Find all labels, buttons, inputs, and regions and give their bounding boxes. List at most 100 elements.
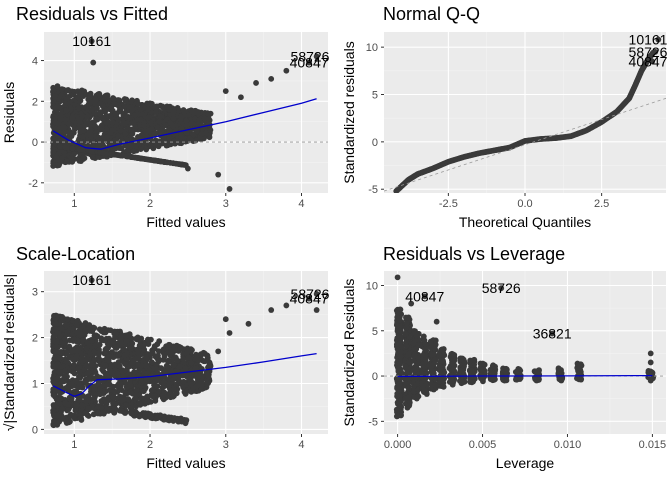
data-point — [422, 356, 429, 363]
data-point — [467, 379, 474, 385]
data-point — [52, 355, 59, 362]
data-point — [419, 361, 426, 368]
data-point — [52, 387, 59, 394]
data-point — [203, 369, 210, 376]
chart-title: Scale-Location — [16, 244, 135, 264]
data-point — [82, 327, 89, 334]
data-point — [449, 353, 456, 360]
data-point — [457, 356, 464, 363]
data-point — [92, 96, 99, 103]
data-point — [54, 375, 61, 382]
data-point — [137, 106, 144, 113]
data-point — [92, 369, 99, 376]
data-point — [158, 365, 165, 372]
data-point — [121, 352, 128, 359]
chart-title: Residuals vs Leverage — [383, 244, 565, 264]
data-point — [397, 353, 404, 360]
data-point — [171, 109, 177, 115]
data-point — [164, 159, 171, 166]
data-point — [112, 406, 119, 413]
labeled-data-point — [313, 53, 320, 60]
y-tick-label: -5 — [368, 416, 378, 428]
data-point — [73, 329, 80, 336]
data-point — [133, 335, 140, 342]
data-point — [188, 381, 195, 388]
data-point — [118, 333, 125, 340]
data-point — [116, 152, 122, 159]
data-point — [118, 127, 124, 134]
data-point — [95, 404, 102, 411]
data-point — [58, 86, 65, 93]
data-point — [283, 67, 290, 74]
data-point — [79, 354, 85, 361]
data-point — [405, 394, 412, 401]
data-point — [428, 344, 434, 351]
data-point — [87, 132, 94, 138]
data-point — [136, 400, 143, 407]
data-point — [129, 97, 135, 104]
y-tick-label: 3 — [32, 287, 38, 299]
data-point — [74, 337, 81, 343]
point-label: 10161 — [72, 33, 111, 49]
data-point — [187, 375, 194, 382]
data-point — [148, 359, 155, 366]
data-point — [141, 122, 148, 129]
data-point — [268, 75, 275, 82]
data-point — [68, 348, 75, 355]
plot-area — [384, 274, 666, 420]
y-axis-title: Standardized residuals — [341, 41, 357, 183]
x-tick-label: 2 — [147, 198, 153, 210]
data-point — [64, 316, 71, 323]
data-point — [115, 352, 121, 359]
data-point — [152, 397, 159, 404]
data-point — [422, 340, 429, 347]
data-point — [86, 324, 93, 331]
point-label: 40847 — [290, 291, 329, 307]
data-point — [105, 327, 111, 333]
data-point — [158, 138, 165, 145]
data-point — [156, 118, 163, 125]
y-tick-label: 0 — [32, 424, 38, 436]
point-label: 58726 — [291, 286, 330, 302]
data-point — [56, 369, 63, 376]
data-point — [131, 369, 137, 376]
x-tick-label: 1 — [71, 198, 77, 210]
data-point — [66, 343, 73, 350]
data-point — [96, 379, 102, 385]
data-point — [183, 129, 190, 136]
data-point — [127, 382, 134, 389]
data-point — [119, 120, 126, 127]
data-point — [143, 146, 150, 153]
data-point — [150, 393, 156, 400]
data-point — [396, 381, 403, 388]
data-point — [128, 410, 135, 417]
data-point — [188, 107, 195, 114]
data-point — [84, 339, 91, 346]
data-point — [82, 379, 89, 386]
data-point — [143, 376, 150, 383]
data-point — [180, 378, 187, 385]
data-point — [69, 145, 76, 152]
data-point — [50, 87, 57, 94]
data-point — [165, 368, 172, 375]
y-tick-label: -5 — [368, 184, 378, 196]
data-point — [90, 138, 96, 145]
data-point — [77, 125, 83, 132]
data-point — [577, 369, 584, 375]
data-point — [647, 359, 654, 366]
data-point — [160, 379, 167, 386]
data-point — [222, 316, 229, 323]
data-point — [194, 382, 201, 389]
data-point — [61, 373, 68, 379]
data-point — [57, 332, 64, 339]
data-point — [136, 413, 143, 420]
data-point — [50, 378, 57, 385]
data-point — [133, 396, 139, 402]
data-point — [117, 395, 123, 402]
data-point — [143, 156, 150, 163]
data-point — [62, 116, 69, 123]
x-axis-title: Fitted values — [146, 455, 225, 471]
labeled-data-point — [88, 277, 95, 284]
data-point — [157, 113, 164, 120]
